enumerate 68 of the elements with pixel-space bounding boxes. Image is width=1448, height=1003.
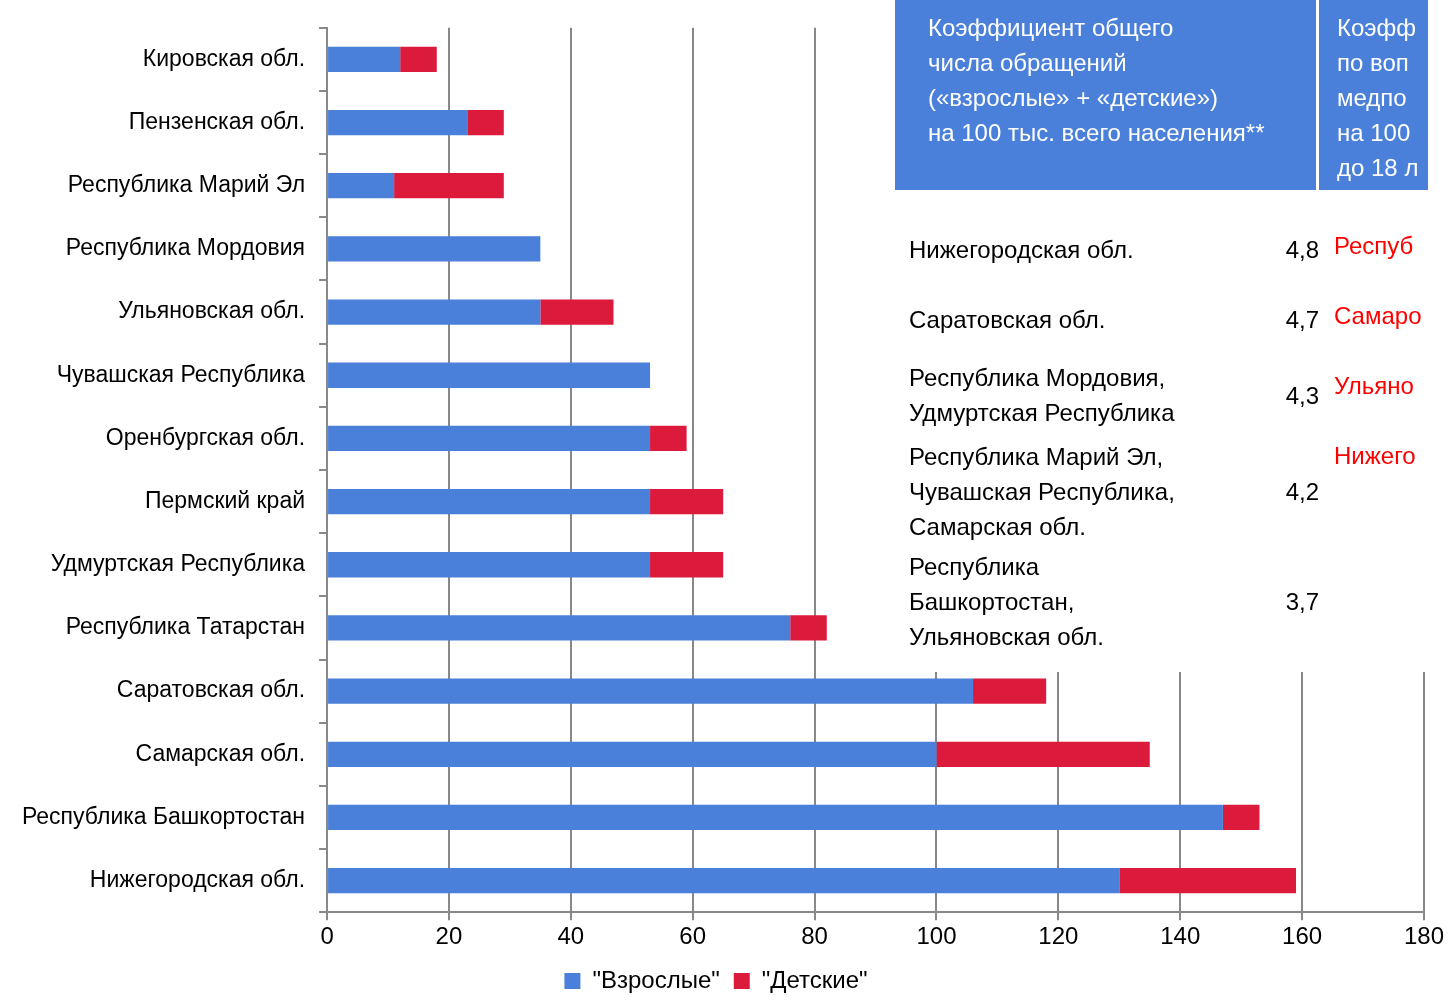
y-tick-label: Республика Башкортостан <box>21 802 306 829</box>
bar <box>328 488 651 515</box>
y-tick-label: Кировская обл. <box>142 44 306 71</box>
y-tick-label: Удмуртская Республика <box>50 550 306 577</box>
annotation: Нижего <box>1334 441 1417 471</box>
bar <box>467 109 504 136</box>
annotation: Нижегородская обл. <box>908 234 1135 265</box>
y-tick-label: Самарская обл. <box>135 739 306 766</box>
bar <box>650 488 724 515</box>
bar <box>328 46 401 73</box>
x-tick-label: 40 <box>557 922 585 950</box>
bar <box>328 425 651 452</box>
y-tick-label: Пензенская обл. <box>128 107 306 134</box>
y-tick-label: Нижегородская обл. <box>89 865 306 892</box>
bar <box>400 46 437 73</box>
bar <box>328 173 395 199</box>
y-tick-label: Ульяновская обл. <box>118 297 306 324</box>
bar <box>328 552 651 578</box>
annotation: Республика Мордовия, Удмуртская Республика <box>908 363 1176 428</box>
bar <box>650 552 724 578</box>
bar <box>1222 804 1260 831</box>
annotation: Респуб <box>1334 231 1415 261</box>
bar <box>328 741 937 767</box>
bar <box>328 678 974 704</box>
annotation: 3,7 <box>1284 586 1319 617</box>
bar <box>973 678 1047 704</box>
x-tick-label: 180 <box>1403 922 1445 950</box>
bar <box>650 425 687 452</box>
y-tick-label: Республика Марий Эл <box>67 171 306 198</box>
bar <box>328 299 541 325</box>
x-tick-label: 20 <box>435 922 463 950</box>
bar <box>328 804 1223 831</box>
bar <box>328 362 651 388</box>
x-tick-label: 160 <box>1282 922 1323 950</box>
bar <box>328 236 541 262</box>
annotation: 4,8 <box>1284 234 1319 265</box>
annotation: Республика Марий Эл, Чувашская Республика, Самарская обл. <box>908 441 1176 542</box>
x-tick-label: 60 <box>679 922 707 950</box>
annotation: Республика Башкортостан, Ульяновская обл. <box>908 551 1105 652</box>
y-tick-label: Саратовская обл. <box>116 676 306 703</box>
y-tick-label: Оренбургская обл. <box>105 423 306 450</box>
x-tick-label: 100 <box>916 922 957 950</box>
bar <box>540 299 614 325</box>
annotation: 4,7 <box>1284 304 1319 335</box>
annotation: Саратовская обл. <box>908 304 1107 335</box>
bar <box>328 109 468 136</box>
bar <box>394 173 504 199</box>
y-tick-label: Республика Мордовия <box>65 234 306 261</box>
bar <box>790 615 827 641</box>
x-tick-label: 0 <box>320 922 334 950</box>
annotation: 4,3 <box>1284 380 1319 411</box>
text: Коэфф по воп медпо на 100 до 18 л <box>1319 0 1429 190</box>
bar <box>936 741 1150 767</box>
annotation: Самаро <box>1334 301 1423 331</box>
text: Коэффициент общего числа обращений («взрослые» + «детские») на 100 тыс. всего населения** <box>895 0 1316 190</box>
bar <box>328 615 791 641</box>
legend-label: "Детские" <box>761 965 868 993</box>
bar <box>328 867 1120 894</box>
x-tick-label: 80 <box>801 922 828 950</box>
legend-label: "Взрослые" <box>592 965 720 993</box>
x-tick-label: 140 <box>1160 922 1201 950</box>
x-tick-label: 120 <box>1038 922 1079 950</box>
annotation: 4,2 <box>1284 476 1319 507</box>
annotation: Ульяно <box>1334 371 1415 401</box>
y-tick-label: Пермский край <box>144 486 306 513</box>
y-tick-label: Республика Татарстан <box>65 613 306 640</box>
bar <box>1119 867 1297 894</box>
y-tick-label: Чувашская Республика <box>56 360 306 387</box>
